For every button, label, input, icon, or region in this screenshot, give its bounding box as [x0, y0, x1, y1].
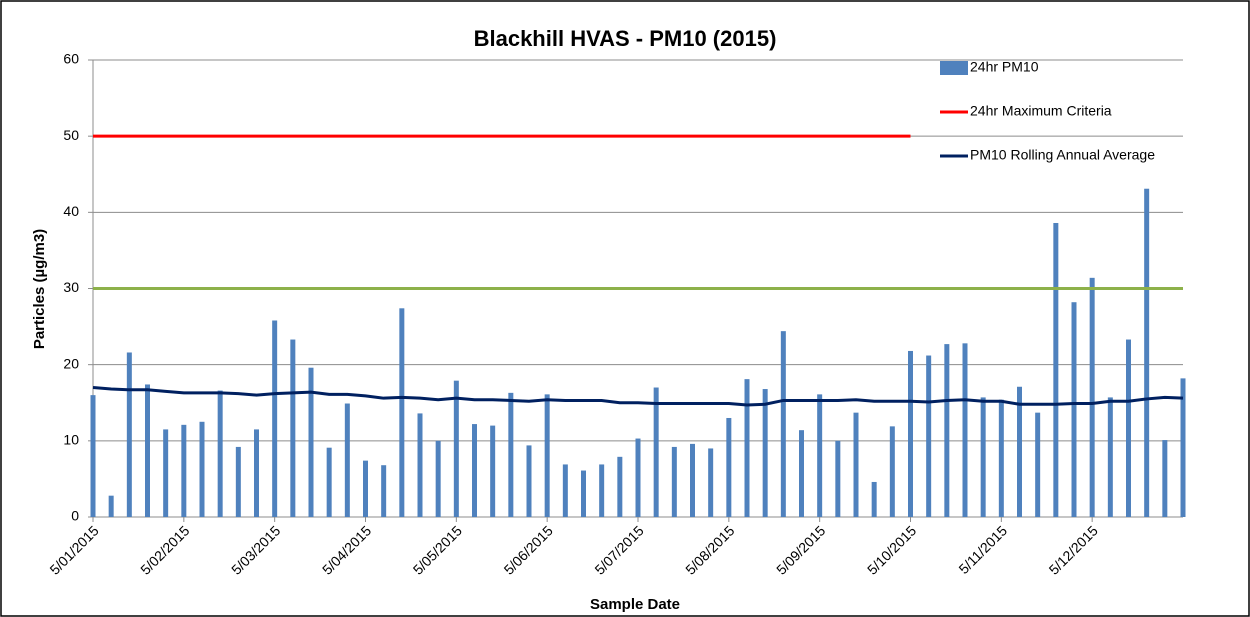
legend-label: 24hr PM10	[970, 59, 1039, 75]
bar	[145, 384, 150, 517]
bar	[1035, 412, 1041, 517]
bar	[1144, 188, 1150, 517]
bar	[744, 379, 750, 517]
bar	[199, 421, 205, 517]
y-tick-label: 60	[63, 51, 79, 67]
bar	[363, 460, 368, 517]
bar	[272, 320, 278, 517]
bar	[1126, 339, 1131, 517]
bar	[217, 390, 223, 517]
bar	[962, 343, 968, 517]
bar	[344, 403, 350, 517]
bar	[617, 456, 623, 517]
bar	[90, 395, 96, 517]
y-tick-label: 40	[63, 203, 79, 219]
bar	[926, 355, 932, 517]
bar	[980, 397, 986, 517]
bar	[581, 470, 586, 517]
bar	[1162, 440, 1168, 517]
bar	[472, 424, 477, 517]
bar	[799, 430, 804, 517]
bar	[490, 425, 496, 517]
y-tick-label: 10	[63, 432, 79, 448]
bar	[290, 339, 296, 517]
bar	[562, 464, 568, 517]
line	[92, 386, 1184, 407]
bar	[181, 424, 187, 517]
bar	[726, 417, 732, 517]
bar	[508, 392, 514, 517]
bar	[308, 367, 314, 517]
y-axis-title: Particles (µg/m3)	[31, 229, 48, 349]
chart-title: Blackhill HVAS - PM10 (2015)	[474, 26, 777, 51]
bar	[1017, 386, 1022, 517]
bar	[817, 394, 823, 517]
bar	[453, 380, 459, 517]
bar	[635, 438, 641, 517]
bar	[653, 387, 659, 517]
bar	[998, 399, 1004, 517]
bar	[1180, 378, 1186, 517]
bar	[108, 495, 114, 517]
y-tick-label: 20	[63, 355, 79, 371]
bar	[871, 481, 877, 517]
bar	[235, 446, 241, 517]
bar	[381, 465, 387, 517]
y-tick-label: 50	[63, 127, 79, 143]
bar	[944, 344, 950, 517]
bar	[254, 429, 259, 517]
bar	[762, 389, 768, 517]
bar	[1071, 302, 1077, 517]
bar	[1107, 397, 1113, 517]
bar	[417, 413, 423, 517]
legend-swatch	[940, 61, 968, 75]
bar	[544, 394, 550, 517]
legend-label: 24hr Maximum Criteria	[970, 103, 1112, 119]
bar	[1053, 222, 1059, 517]
bar	[326, 447, 332, 517]
bar	[126, 352, 132, 517]
bar	[526, 445, 532, 517]
bar	[399, 308, 405, 517]
bar	[708, 448, 714, 517]
x-axis-title: Sample Date	[590, 596, 680, 613]
bar	[690, 443, 695, 517]
bar	[435, 440, 441, 517]
bar	[1089, 277, 1095, 517]
bar	[599, 464, 605, 517]
bar	[780, 331, 786, 517]
y-tick-label: 30	[63, 279, 79, 295]
bar	[889, 426, 895, 517]
legend-label: PM10 Rolling Annual Average	[970, 147, 1155, 163]
bar	[853, 412, 859, 517]
bar	[671, 446, 677, 517]
y-tick-label: 0	[71, 508, 79, 524]
bar	[908, 350, 913, 517]
bar	[163, 429, 169, 517]
bar	[835, 440, 841, 517]
